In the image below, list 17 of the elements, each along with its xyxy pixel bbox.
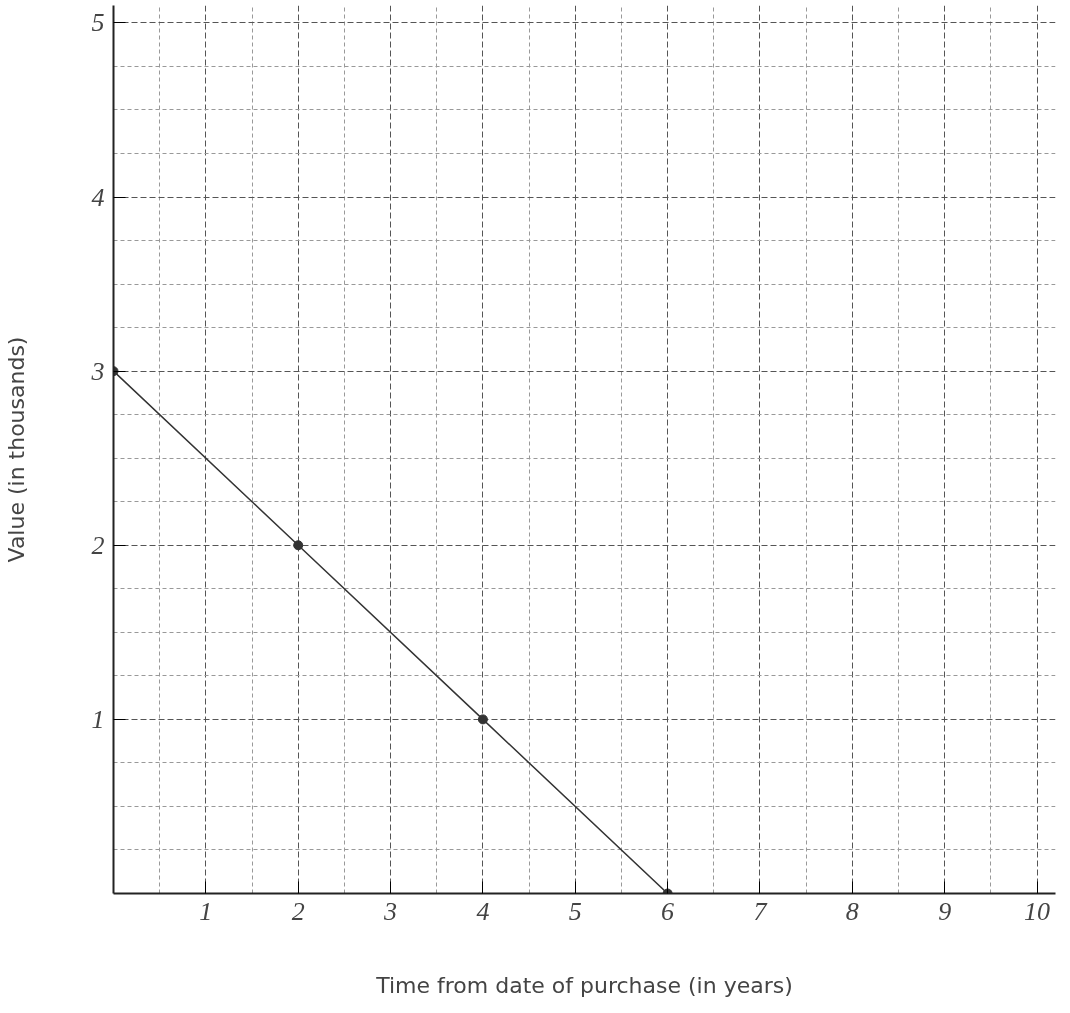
x-axis-title: Time from date of purchase (in years) [375,972,793,998]
y-tick-label: 1 [91,704,105,734]
x-tick-label: 2 [291,896,305,926]
y-tick-label: 4 [91,182,105,212]
x-tick-label: 3 [383,896,398,926]
y-tick-label: 2 [91,530,105,560]
x-tick-label: 9 [938,896,952,926]
x-tick-label: 5 [568,896,582,926]
x-tick-label: 4 [476,896,490,926]
y-tick-label: 3 [90,356,105,386]
x-tick-label: 8 [845,896,859,926]
x-tick-label: 10 [1024,896,1051,926]
x-tick-label: 1 [199,896,213,926]
y-axis-title: Value (in thousands) [3,336,29,563]
x-tick-label: 6 [661,896,675,926]
y-tick-label: 5 [91,8,105,38]
x-tick-label: 7 [753,896,768,926]
